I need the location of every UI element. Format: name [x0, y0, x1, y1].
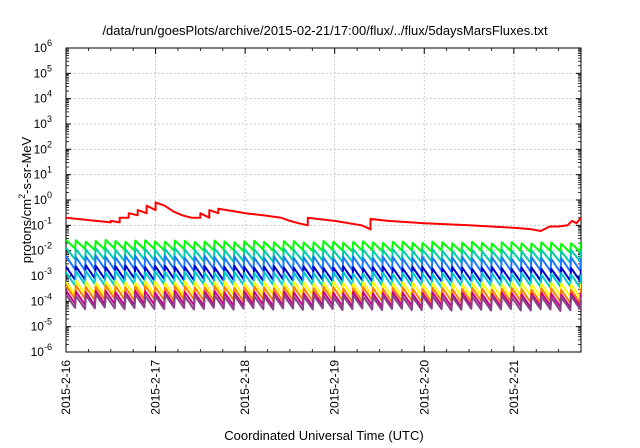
- y-axis-ticks: 10-610-510-410-310-210-11001011021031041…: [31, 38, 581, 359]
- y-tick-exponent: -5: [44, 317, 52, 327]
- y-axis-label: protons/cm2-s-sr-MeV: [17, 136, 34, 263]
- y-axis-label-superscript: 2: [17, 194, 27, 199]
- y-tick-label: 103: [34, 114, 52, 131]
- chart-title: /data/run/goesPlots/archive/2015-02-21/1…: [102, 23, 548, 38]
- y-tick-label: 102: [34, 139, 52, 156]
- y-tick-exponent: 3: [47, 114, 52, 124]
- y-tick-exponent: -2: [44, 241, 52, 251]
- y-tick-label: 105: [34, 63, 52, 80]
- x-tick-label: 2015-2-20: [417, 360, 431, 415]
- x-tick-label: 2015-2-18: [238, 360, 252, 415]
- y-tick-label: 10-5: [31, 317, 52, 334]
- y-tick-label: 101: [34, 165, 52, 182]
- y-tick-exponent: 1: [47, 165, 52, 175]
- series-line-1: [66, 201, 581, 232]
- y-tick-label: 10-4: [31, 291, 52, 308]
- y-tick-exponent: 2: [47, 139, 52, 149]
- y-tick-exponent: 4: [47, 89, 52, 99]
- y-tick-exponent: 0: [47, 190, 52, 200]
- y-tick-label: 104: [34, 89, 52, 106]
- y-tick-exponent: 5: [47, 63, 52, 73]
- x-tick-label: 2015-2-17: [149, 360, 163, 415]
- y-tick-label: 10-3: [31, 266, 52, 283]
- series-line-10: [66, 293, 581, 312]
- x-axis-label: Coordinated Universal Time (UTC): [224, 428, 423, 443]
- y-tick-label: 10-6: [31, 342, 52, 359]
- x-tick-label: 2015-2-16: [59, 360, 73, 415]
- y-tick-label: 100: [34, 190, 52, 207]
- x-tick-label: 2015-2-21: [507, 360, 521, 415]
- series-lines: [66, 201, 581, 312]
- series-line-2: [66, 238, 581, 254]
- y-axis-label-prefix: protons/cm: [19, 199, 34, 263]
- y-axis-label-suffix: -s-sr-MeV: [19, 136, 34, 193]
- y-tick-label: 106: [34, 38, 52, 55]
- y-tick-exponent: -4: [44, 291, 52, 301]
- x-axis-ticks: 2015-2-16 2015-2-17 2015-2-18 2015-2-19 2015…: [59, 48, 560, 415]
- x-tick-label: 2015-2-19: [328, 360, 342, 415]
- y-tick-exponent: -1: [44, 215, 52, 225]
- y-tick-exponent: 6: [47, 38, 52, 48]
- y-tick-exponent: -3: [44, 266, 52, 276]
- y-tick-exponent: -6: [44, 342, 52, 352]
